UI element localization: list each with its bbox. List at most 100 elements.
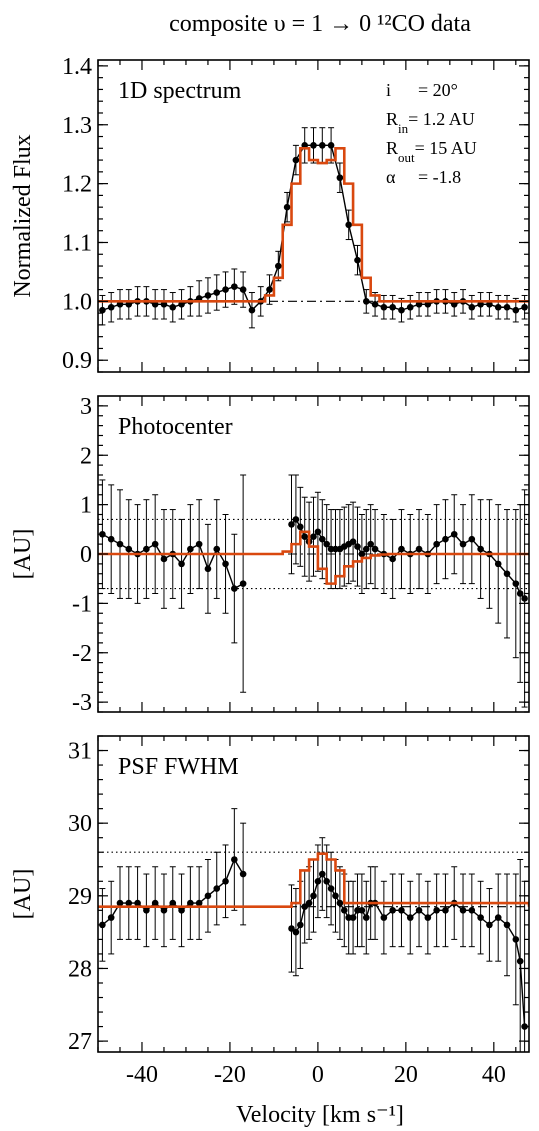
data-point <box>248 306 256 314</box>
data-point <box>516 957 524 965</box>
data-point <box>512 306 520 314</box>
y-tick-label: 1.0 <box>62 289 92 315</box>
x-tick-label: 40 <box>482 1062 506 1088</box>
data-point <box>433 540 440 548</box>
data-point <box>389 907 396 914</box>
data-point <box>213 885 221 892</box>
data-point <box>169 899 177 907</box>
data-point <box>187 899 194 907</box>
data-point <box>442 535 449 543</box>
data-point <box>358 907 366 914</box>
data-point <box>275 262 282 270</box>
param-2: Rout= 15 AU <box>386 138 477 165</box>
data-point <box>318 142 326 149</box>
data-point <box>340 907 348 914</box>
y-axis-label: Normalized Flux <box>10 134 36 297</box>
x-tick-label: 20 <box>394 1062 418 1088</box>
data-point <box>125 899 133 907</box>
data-point <box>288 521 295 528</box>
data-point <box>415 907 423 914</box>
data-point <box>310 533 317 541</box>
y-axis-label: [AU] <box>10 529 36 580</box>
data-point <box>231 283 238 290</box>
model-step-line <box>98 147 529 303</box>
data-point <box>367 540 374 548</box>
data-point <box>283 203 291 211</box>
data-point <box>358 550 366 558</box>
y-tick-label: 27 <box>68 1029 92 1055</box>
data-point <box>99 306 106 314</box>
data-point <box>204 892 212 900</box>
y-tick-label: 31 <box>68 739 92 765</box>
data-point <box>494 303 502 311</box>
data-point <box>459 907 467 914</box>
data-point <box>292 156 300 164</box>
plot-frame <box>97 735 530 1053</box>
y-tick-label: 29 <box>68 884 92 910</box>
data-point <box>323 540 330 548</box>
param-1: Rin= 1.2 AU <box>386 109 475 136</box>
y-tick-label: 3 <box>80 394 92 420</box>
data-point <box>503 303 511 311</box>
y-tick-label: 1.2 <box>62 172 92 198</box>
data-point <box>318 870 326 878</box>
data-point <box>116 899 124 907</box>
data-point <box>406 303 414 311</box>
data-point <box>516 590 524 597</box>
data-point <box>349 538 357 545</box>
data-point <box>477 914 484 921</box>
data-point <box>521 595 528 602</box>
data-point <box>512 936 520 943</box>
data-point <box>204 565 212 573</box>
data-point <box>521 303 528 311</box>
y-axis-label: [AU] <box>10 869 36 920</box>
data-point <box>151 899 159 907</box>
y-tick-label: 0 <box>80 542 92 568</box>
data-point <box>323 877 330 885</box>
data-point <box>468 907 476 914</box>
data-point <box>398 907 405 914</box>
data-point <box>195 899 203 907</box>
data-point <box>332 892 339 900</box>
data-point <box>415 545 423 553</box>
y-tick-label: 30 <box>68 811 92 837</box>
data-point <box>292 928 300 936</box>
data-point <box>301 533 309 541</box>
y-tick-label: 1 <box>80 493 92 519</box>
data-point <box>266 286 273 293</box>
data-point <box>297 523 304 531</box>
data-point <box>204 292 212 299</box>
data-point <box>362 298 370 305</box>
data-point <box>314 528 322 536</box>
data-point <box>371 301 379 308</box>
data-point <box>297 921 304 929</box>
data-point <box>239 286 247 293</box>
x-tick-label: -40 <box>126 1062 158 1088</box>
data-point <box>125 545 133 553</box>
data-point <box>107 303 115 311</box>
data-point <box>160 555 168 563</box>
data-point <box>151 540 159 548</box>
data-point <box>503 570 511 578</box>
data-point <box>512 580 520 587</box>
data-point <box>160 907 168 914</box>
data-point <box>305 899 313 907</box>
x-tick-label: 0 <box>312 1062 324 1088</box>
data-point <box>477 545 484 553</box>
data-point <box>143 545 150 553</box>
x-tick-label: -20 <box>214 1062 246 1088</box>
data-point <box>222 286 229 293</box>
data-point <box>314 877 322 885</box>
data-point <box>195 540 203 548</box>
data-point <box>310 142 317 149</box>
data-point <box>178 907 185 914</box>
data-point <box>433 907 440 914</box>
data-point <box>169 303 177 311</box>
panel-psf-fwhm: 27 28 29 30 31 -40 -20 0 20 40 [AU] PSF FWHM <box>10 735 530 1088</box>
data-point <box>327 142 335 149</box>
panel-label: Photocenter <box>118 414 233 440</box>
data-point <box>327 885 335 892</box>
y-tick-label: 1.4 <box>62 54 92 80</box>
y-tick-label: 28 <box>68 956 92 982</box>
